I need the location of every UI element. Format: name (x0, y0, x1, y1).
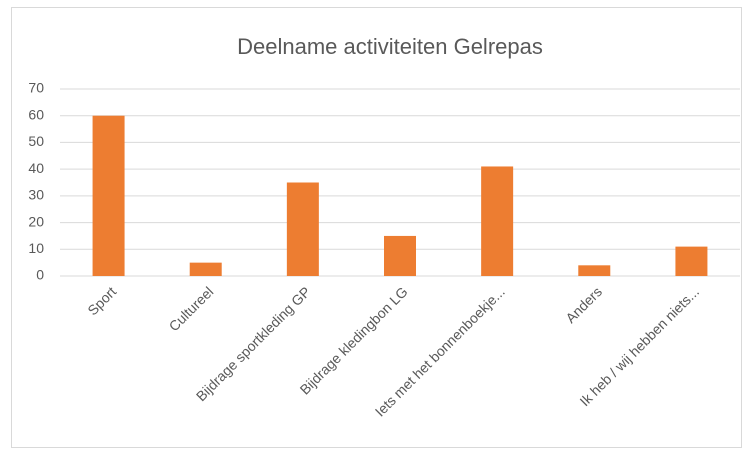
y-tick-label: 60 (28, 106, 44, 122)
bar (286, 182, 319, 276)
y-tick-label: 50 (28, 133, 44, 149)
y-tick-label: 20 (28, 213, 44, 229)
chart-title: Deelname activiteiten Gelrepas (237, 34, 543, 59)
y-tick-label: 70 (28, 80, 44, 96)
chart-border (11, 7, 742, 448)
bar (92, 115, 125, 276)
bar (189, 262, 222, 276)
bar (481, 166, 514, 276)
bar (675, 246, 708, 276)
bar (578, 265, 611, 276)
y-tick-label: 10 (28, 240, 44, 256)
bar (384, 235, 416, 276)
y-tick-label: 40 (28, 160, 44, 176)
y-tick-label: 30 (28, 187, 44, 203)
y-tick-label: 0 (36, 267, 44, 283)
